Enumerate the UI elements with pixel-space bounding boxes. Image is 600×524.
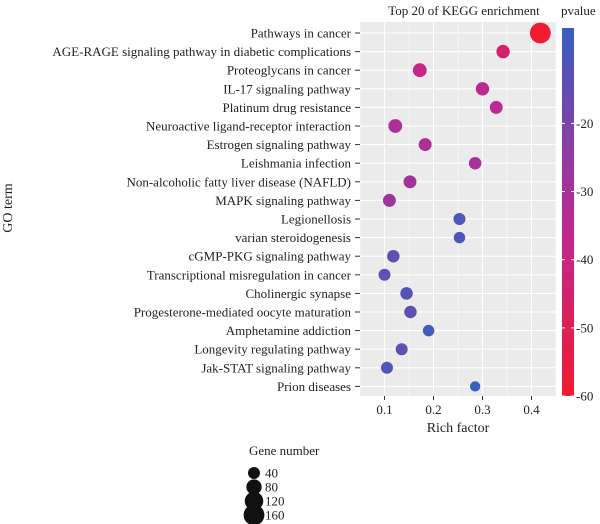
x-tick-label: 0.1 [376,402,392,417]
term-label: Estrogen signaling pathway [207,137,352,152]
data-point [422,324,435,337]
colorbar-tick-label: -20 [576,116,593,131]
data-point [380,361,393,374]
term-label: AGE-RAGE signaling pathway in diabetic c… [52,44,351,59]
size-legend-dot [246,479,262,495]
term-label: Prion diseases [277,379,351,394]
data-point [418,138,432,152]
data-point [403,175,417,189]
data-points [378,22,551,392]
y-axis-label: GO term [1,183,16,232]
data-point [496,44,510,59]
data-point [489,100,503,114]
term-labels: Pathways in cancer AGE-RAGE signaling pat… [52,26,351,394]
colorbar-tick-label: -30 [576,184,593,199]
data-point [469,381,481,392]
term-label: Progesterone-mediated oocyte maturation [134,305,352,320]
term-label: Transcriptional misregulation in cancer [147,267,352,282]
term-label: Legionellosis [281,212,351,227]
term-label: Amphetamine addiction [226,323,352,338]
term-label: Proteoglycans in cancer [227,63,352,78]
size-legend-dot [243,504,265,524]
term-label: Pathways in cancer [251,26,352,41]
colorbar-tick-label: -60 [576,389,593,404]
term-label: Non-alcoholic fatty liver disease (NAFLD… [126,174,351,189]
data-point [388,119,403,133]
data-point [468,156,482,170]
gene-number-legend-title: Gene number [249,443,320,458]
data-point [529,22,551,44]
term-label: varian steroidogenesis [235,230,351,245]
size-legend-dot [248,467,260,479]
size-legend-label: 80 [265,480,278,495]
term-label: Leishmania infection [241,156,352,171]
data-point [395,343,408,356]
size-legend-label: 160 [265,508,285,523]
chart-title: Top 20 of KEGG enrichment [388,3,540,18]
x-axis: 0.1 0.2 0.3 0.4 [376,396,540,417]
x-axis-label: Rich factor [427,421,490,436]
x-tick-label: 0.3 [474,402,490,417]
size-legend-label: 120 [265,494,285,509]
data-point [378,268,391,281]
data-point [400,287,413,300]
data-point [404,305,417,319]
term-label: Jak-STAT signaling pathway [201,360,351,375]
term-label: cGMP-PKG signaling pathway [189,249,352,264]
data-point [412,63,427,78]
data-point [387,249,400,263]
pvalue-legend-title: pvalue [561,3,596,18]
data-point [382,193,396,207]
term-label: IL-17 signaling pathway [223,81,351,96]
size-legend-dot [244,491,264,511]
term-label: MAPK signaling pathway [215,193,351,208]
x-tick-label: 0.4 [523,402,540,417]
colorbar-tick-label: -50 [576,320,593,335]
term-label: Longevity regulating pathway [194,342,351,357]
pvalue-legend-ticks: -20 -30 -40 -50 -60 [562,116,593,404]
term-label: Neuroactive ligand-receptor interaction [146,119,352,134]
size-legend-label: 40 [265,466,278,481]
term-label: Cholinergic synapse [245,286,351,301]
pvalue-colorbar [562,28,574,396]
term-label: Platinum drug resistance [222,100,351,115]
data-point [453,213,466,225]
y-tick-marks [355,32,360,387]
x-tick-label: 0.2 [425,402,441,417]
data-point [475,82,490,96]
colorbar-tick-label: -40 [576,252,593,267]
data-point [453,231,466,244]
